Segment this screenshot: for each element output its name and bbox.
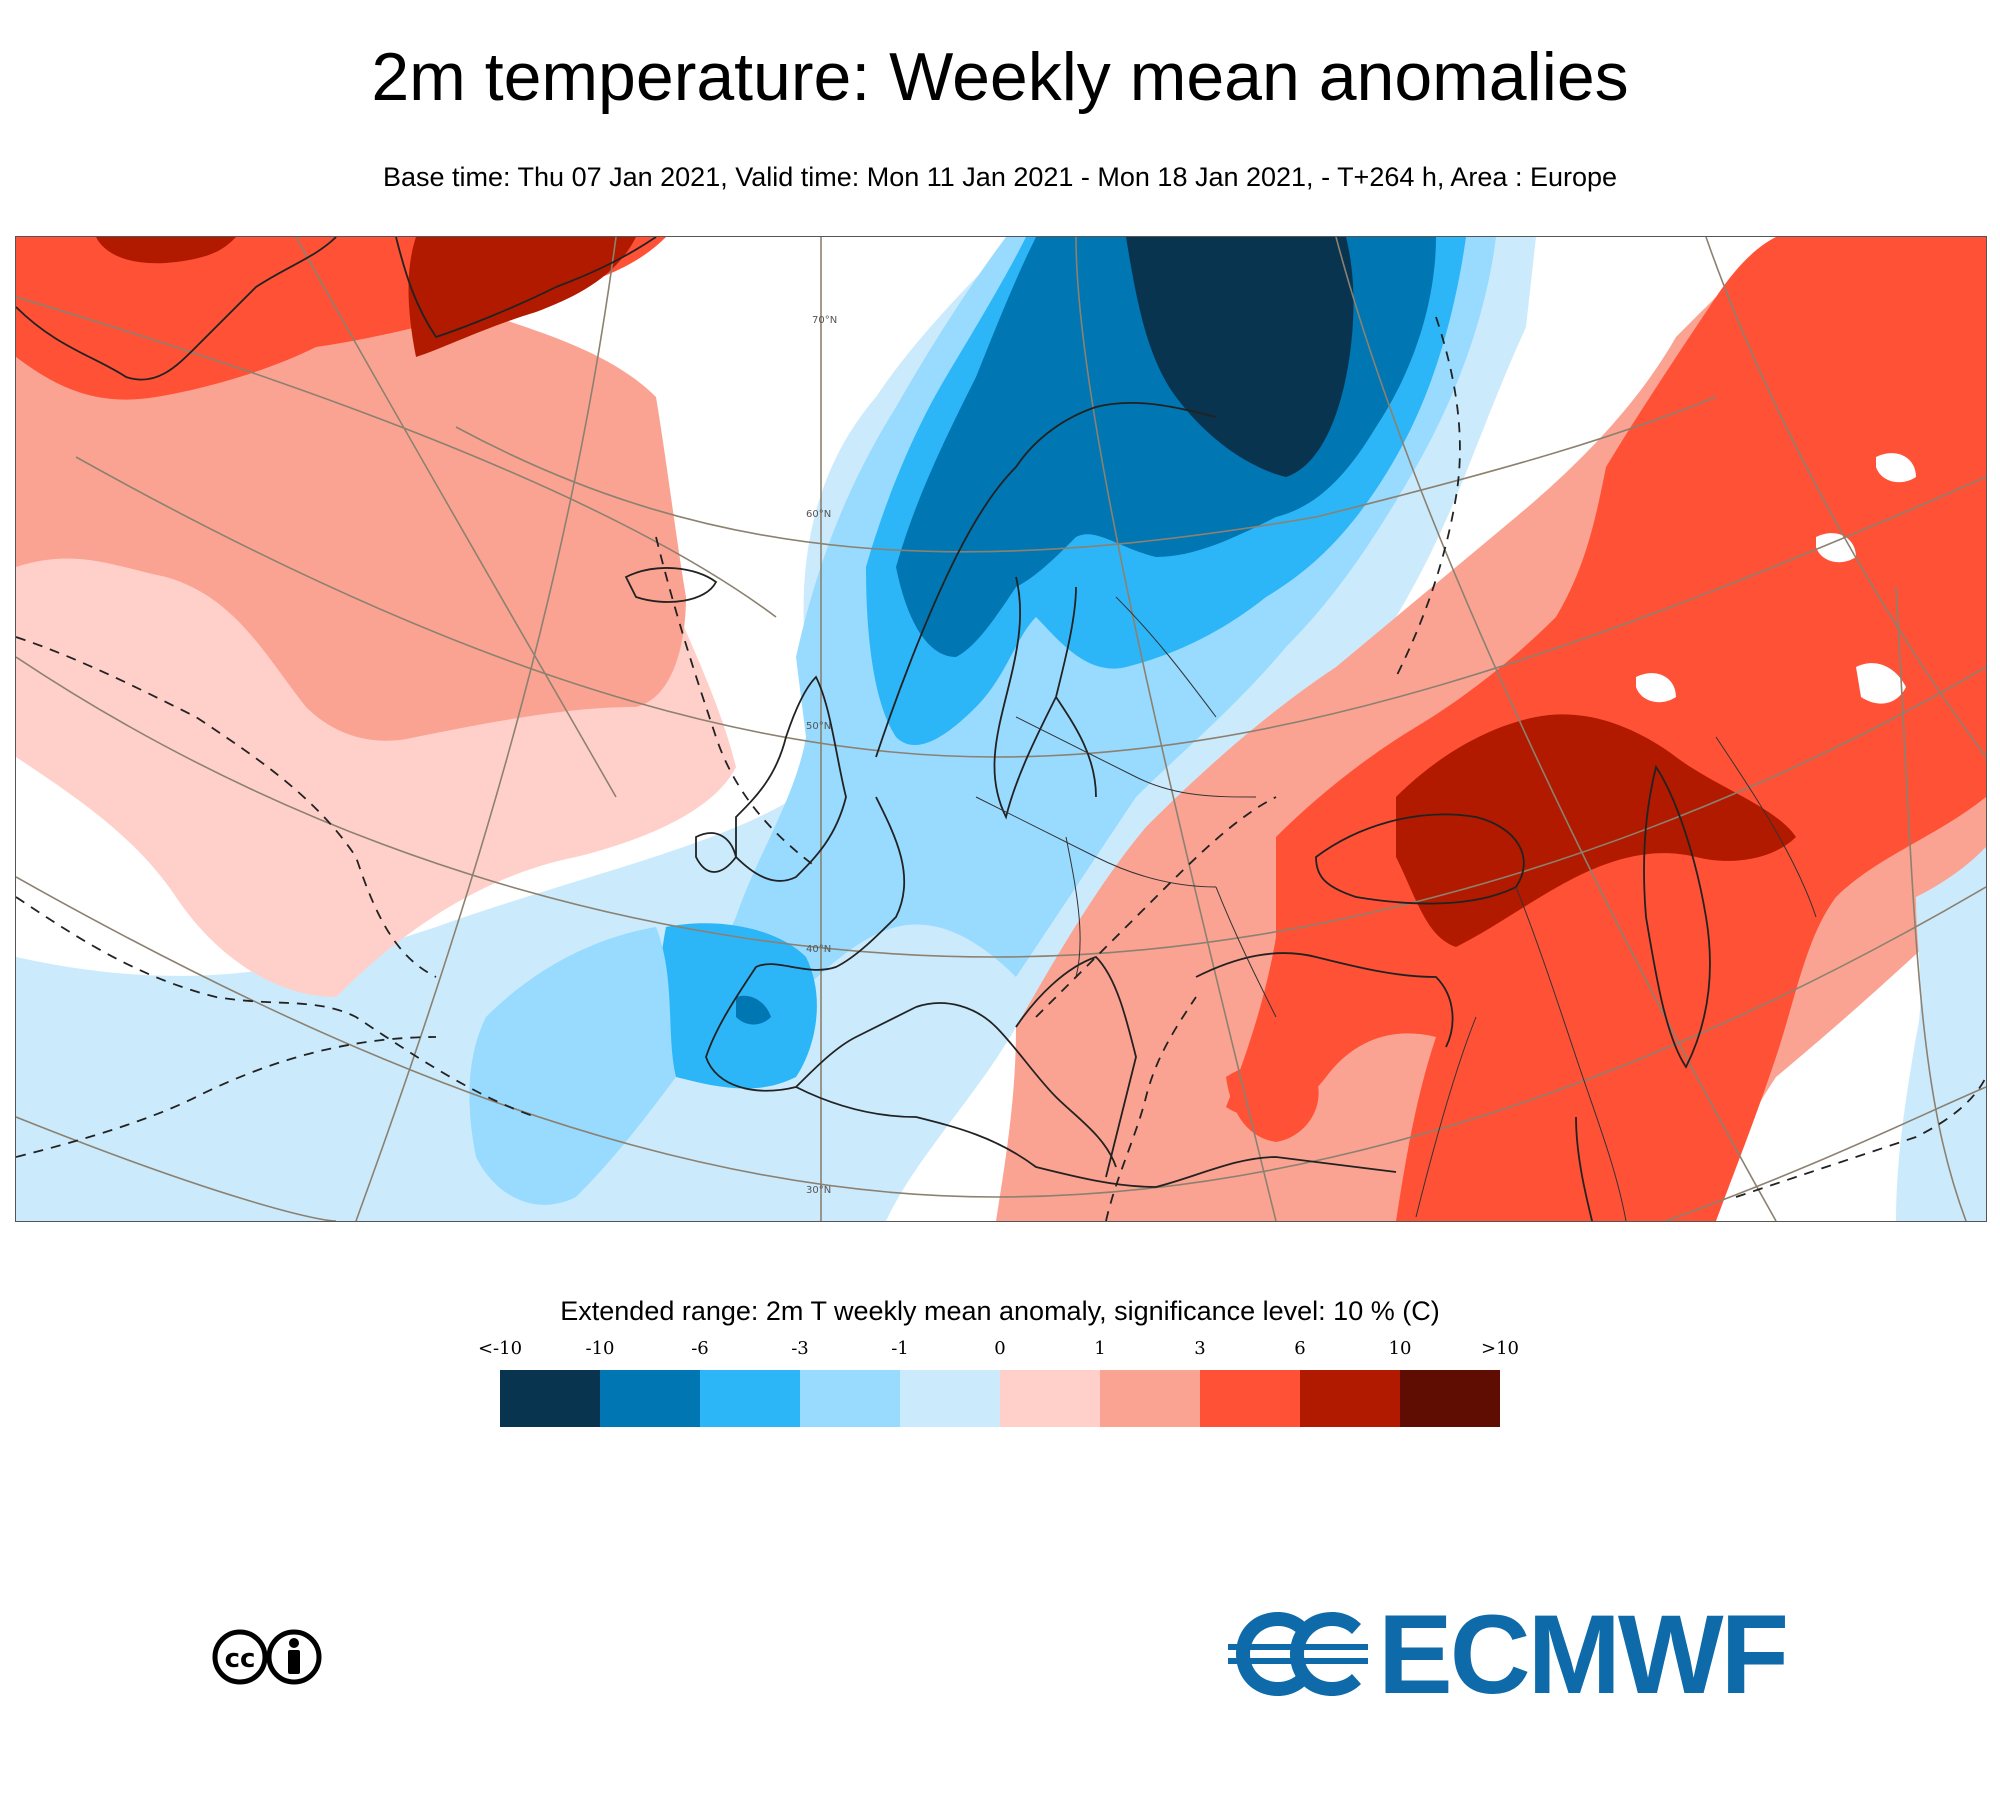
legend-label: -1: [891, 1338, 909, 1359]
legend-swatch: [1200, 1370, 1300, 1427]
legend-swatch: [600, 1370, 700, 1427]
legend-label: 1: [1094, 1338, 1106, 1359]
graticule: [16, 237, 1986, 1221]
legend-swatch: [700, 1370, 800, 1427]
lat-label-30: 30°N: [806, 1185, 831, 1196]
page-title: 2m temperature: Weekly mean anomalies: [371, 39, 1629, 115]
legend-label: -6: [691, 1338, 709, 1359]
map-canvas: 70°N 60°N 50°N 40°N 30°N: [16, 237, 1986, 1221]
legend-label: -10: [585, 1338, 615, 1359]
caucasus-dark-red: [1396, 714, 1796, 947]
significance-contours: [16, 316, 1986, 1221]
russia-white-patches: [1636, 453, 1916, 704]
algeria-red: [1226, 1062, 1319, 1142]
greenland-dark-red: [96, 237, 636, 357]
north-atlantic-salmon: [16, 277, 686, 741]
legend-swatch: [800, 1370, 900, 1427]
legend-label: -3: [791, 1338, 809, 1359]
legend-label: >10: [1481, 1338, 1519, 1359]
central-asia-light-blue: [1896, 847, 1986, 1221]
legend-label: 10: [1388, 1338, 1412, 1359]
legend-swatch: [1100, 1370, 1200, 1427]
legend-label: 6: [1294, 1338, 1306, 1359]
ecmwf-logo-mark[interactable]: [1228, 1604, 1788, 1704]
lat-label-50: 50°N: [806, 721, 831, 732]
lat-label-60: 60°N: [806, 509, 831, 520]
legend-swatch: [500, 1370, 600, 1427]
iberia-core: [736, 995, 771, 1025]
legend-swatch: [1000, 1370, 1100, 1427]
svg-text:cc: cc: [225, 1644, 256, 1674]
legend-swatch: [1300, 1370, 1400, 1427]
coastlines: [16, 237, 1711, 1221]
legend-label: <-10: [477, 1338, 523, 1359]
legend-labels: <-10 -10 -6 -3 -1 0 1 3 6 10 >10: [478, 1338, 1519, 1362]
lat-label-40: 40°N: [806, 944, 831, 955]
legend-label: 3: [1194, 1338, 1206, 1359]
lat-label-70: 70°N: [812, 315, 837, 326]
country-borders: [975, 596, 1817, 1221]
legend-swatch: [1400, 1370, 1500, 1427]
legend-swatch: [900, 1370, 1000, 1427]
legend-title: Extended range: 2m T weekly mean anomaly…: [560, 1296, 1440, 1326]
atlantic-iberia-blue: [469, 927, 676, 1205]
page-subtitle: Base time: Thu 07 Jan 2021, Valid time: …: [382, 162, 1618, 192]
cc-by-icon[interactable]: cc: [212, 1628, 324, 1686]
russia-darkest-blue: [1126, 237, 1354, 477]
ecmwf-wordmark: ECMWF: [1378, 1592, 1789, 1717]
anomaly-map[interactable]: 70°N 60°N 50°N 40°N 30°N: [15, 236, 1987, 1222]
legend-label: 0: [994, 1338, 1006, 1359]
legend-color-bar: [500, 1370, 1500, 1427]
